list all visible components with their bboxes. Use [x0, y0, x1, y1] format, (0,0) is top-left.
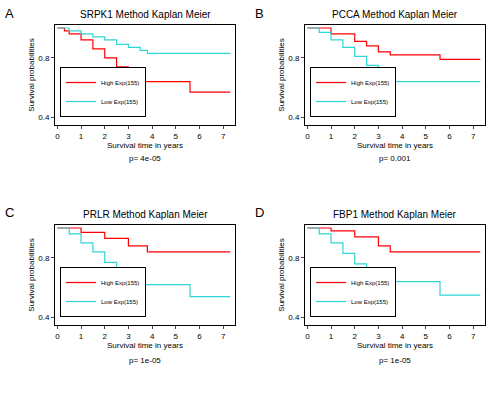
svg-text:High Exp(155): High Exp(155): [351, 280, 389, 286]
svg-text:p= 1e-05: p= 1e-05: [379, 356, 411, 365]
svg-text:C: C: [5, 205, 14, 220]
svg-text:5: 5: [424, 332, 429, 341]
svg-text:4: 4: [150, 332, 155, 341]
svg-text:FBP1 Method Kaplan Meier: FBP1 Method Kaplan Meier: [333, 209, 457, 220]
svg-text:PCCA Method Kaplan Meier: PCCA Method Kaplan Meier: [332, 9, 458, 20]
svg-text:0.8: 0.8: [288, 54, 300, 63]
svg-text:1: 1: [79, 332, 84, 341]
svg-text:7: 7: [221, 132, 226, 141]
svg-text:1: 1: [79, 132, 84, 141]
svg-text:7: 7: [221, 332, 226, 341]
svg-text:0.8: 0.8: [38, 54, 50, 63]
svg-text:0.4: 0.4: [288, 113, 300, 122]
svg-text:Survival probabilities: Survival probabilities: [277, 38, 286, 111]
svg-text:4: 4: [400, 132, 405, 141]
svg-text:High Exp(155): High Exp(155): [101, 80, 139, 86]
svg-text:3: 3: [126, 132, 131, 141]
svg-text:5: 5: [424, 132, 429, 141]
svg-text:A: A: [5, 6, 14, 21]
svg-text:1: 1: [329, 132, 334, 141]
svg-text:7: 7: [471, 132, 476, 141]
svg-text:2: 2: [353, 132, 358, 141]
svg-text:0.8: 0.8: [38, 254, 50, 263]
svg-text:4: 4: [400, 332, 405, 341]
svg-text:Survival time in years: Survival time in years: [357, 341, 433, 350]
svg-text:0: 0: [55, 332, 60, 341]
svg-text:5: 5: [174, 332, 179, 341]
svg-text:High Exp(155): High Exp(155): [351, 80, 389, 86]
svg-text:Survival time in years: Survival time in years: [357, 141, 433, 150]
svg-text:Survival probabilities: Survival probabilities: [27, 238, 36, 311]
svg-text:Low Exp(155): Low Exp(155): [351, 99, 388, 105]
svg-text:2: 2: [103, 332, 108, 341]
svg-text:Survival time in years: Survival time in years: [107, 341, 183, 350]
svg-text:Survival time in years: Survival time in years: [107, 141, 183, 150]
svg-text:0.4: 0.4: [38, 113, 50, 122]
svg-text:2: 2: [103, 132, 108, 141]
svg-text:Low Exp(155): Low Exp(155): [351, 299, 388, 305]
svg-text:2: 2: [353, 332, 358, 341]
svg-text:Low Exp(155): Low Exp(155): [101, 99, 138, 105]
svg-text:D: D: [255, 205, 264, 220]
svg-text:0.4: 0.4: [288, 313, 300, 322]
svg-text:5: 5: [174, 132, 179, 141]
svg-text:6: 6: [197, 332, 202, 341]
svg-text:6: 6: [197, 132, 202, 141]
svg-text:B: B: [255, 6, 264, 21]
svg-text:6: 6: [447, 332, 452, 341]
svg-text:p= 4e-05: p= 4e-05: [129, 154, 161, 163]
svg-text:SRPK1 Method Kaplan Meier: SRPK1 Method Kaplan Meier: [80, 9, 211, 20]
svg-text:0.4: 0.4: [38, 313, 50, 322]
svg-text:High Exp(155): High Exp(155): [101, 280, 139, 286]
svg-text:0: 0: [305, 132, 310, 141]
svg-text:7: 7: [471, 332, 476, 341]
svg-text:3: 3: [376, 132, 381, 141]
svg-text:p= 0.001: p= 0.001: [379, 154, 411, 163]
svg-text:3: 3: [376, 332, 381, 341]
svg-text:Low Exp(155): Low Exp(155): [101, 299, 138, 305]
svg-text:0.8: 0.8: [288, 254, 300, 263]
svg-text:3: 3: [126, 332, 131, 341]
svg-text:PRLR Method Kaplan Meier: PRLR Method Kaplan Meier: [83, 209, 208, 220]
svg-text:p= 1e-05: p= 1e-05: [129, 356, 161, 365]
svg-text:Survival probabilities: Survival probabilities: [277, 238, 286, 311]
svg-text:1: 1: [329, 332, 334, 341]
svg-text:0: 0: [305, 332, 310, 341]
svg-text:4: 4: [150, 132, 155, 141]
svg-text:6: 6: [447, 132, 452, 141]
svg-text:0: 0: [55, 132, 60, 141]
svg-text:Survival probabilities: Survival probabilities: [27, 38, 36, 111]
